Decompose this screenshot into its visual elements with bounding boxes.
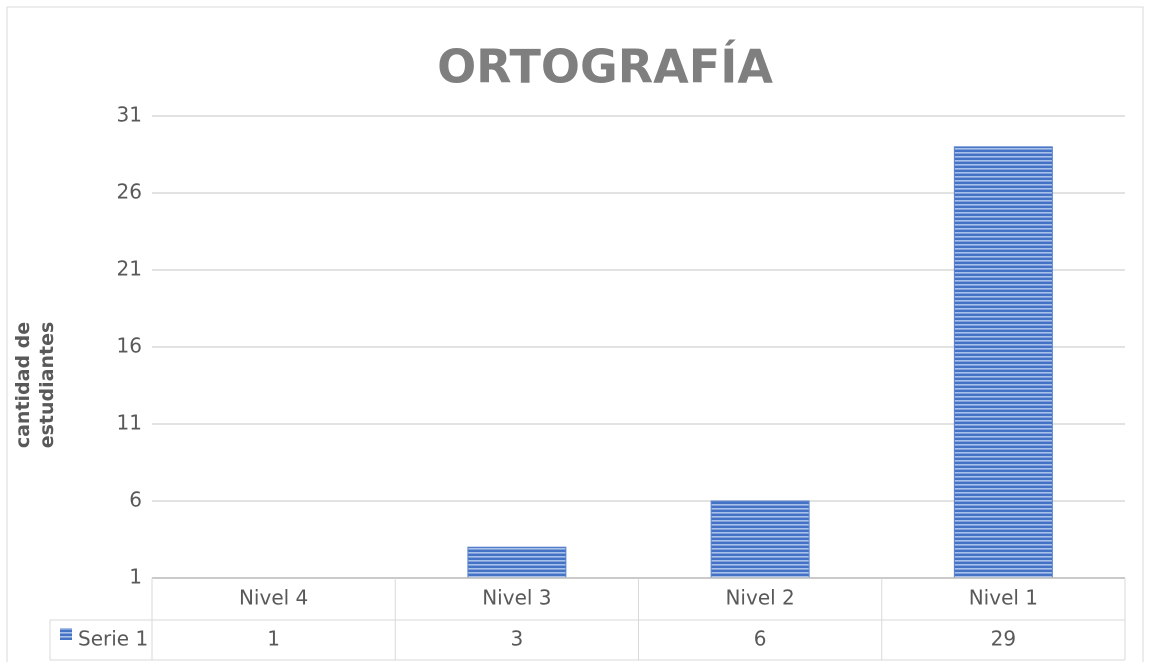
x-tick-label: Nivel 4 — [239, 586, 308, 610]
x-tick-label: Nivel 2 — [725, 586, 794, 610]
chart-title: ORTOGRAFÍA — [437, 40, 773, 94]
x-tick-label: Nivel 3 — [482, 586, 551, 610]
y-axis-label: cantidad de estudiantes — [12, 321, 58, 449]
y-tick-label: 26 — [117, 180, 142, 204]
table-value: 29 — [991, 627, 1016, 651]
table-value: 6 — [754, 627, 767, 651]
table-value: 3 — [511, 627, 524, 651]
chart-border — [6, 6, 1144, 666]
y-tick-label: 11 — [117, 411, 142, 435]
y-tick-label: 21 — [117, 257, 142, 281]
y-tick-label: 16 — [117, 334, 142, 358]
x-tick-label: Nivel 1 — [969, 586, 1038, 610]
y-tick-label: 1 — [129, 565, 142, 589]
table-value: 1 — [267, 627, 280, 651]
bar — [953, 146, 1053, 579]
y-tick-label: 6 — [129, 488, 142, 512]
y-tick-label: 31 — [117, 103, 142, 127]
bar — [710, 500, 810, 579]
bar — [467, 546, 567, 579]
legend-label: Serie 1 — [78, 627, 148, 651]
legend-swatch — [60, 628, 72, 640]
